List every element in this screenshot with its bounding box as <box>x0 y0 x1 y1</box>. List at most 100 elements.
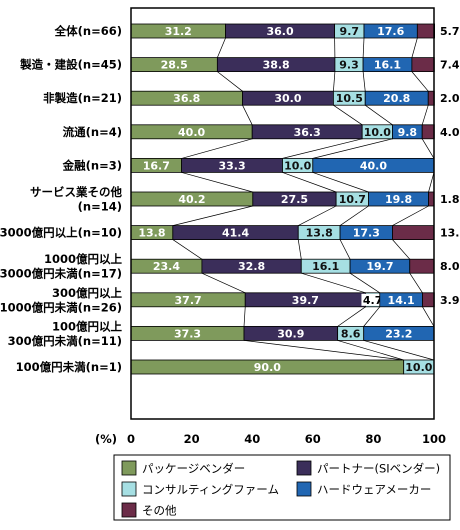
category-label-line: 300億円未満(n=11) <box>8 334 122 348</box>
connector-line <box>312 172 369 193</box>
legend-swatch <box>296 460 312 476</box>
category-labels: 全体(n=66) 製造・建設(n=45) 非製造(n=21) 流通(n=4) 金融(n=… <box>0 24 122 374</box>
data-label: 40.0 <box>178 126 205 139</box>
data-label: 40.0 <box>360 159 387 172</box>
data-label: 13.8 <box>138 227 165 240</box>
connector-line <box>337 340 404 361</box>
x-tick-label: 80 <box>365 432 381 446</box>
data-label: 4.0 <box>440 126 460 139</box>
connector-line <box>392 205 429 226</box>
connector-line <box>282 138 363 159</box>
data-label: 36.0 <box>267 25 294 38</box>
category-label: 製造・建設(n=45) <box>19 58 122 72</box>
category-label-line: 300億円以上 <box>52 286 123 300</box>
connector-line <box>392 239 411 260</box>
data-label: 20.8 <box>383 92 410 105</box>
connector-line <box>298 205 337 226</box>
data-label: 5.7 <box>440 25 460 38</box>
x-tick-label: 40 <box>244 432 260 446</box>
data-label: 36.3 <box>294 126 321 139</box>
data-label: 16.7 <box>143 159 170 172</box>
connector-line <box>301 272 366 294</box>
legend-box <box>113 454 451 521</box>
data-label: 10.7 <box>339 193 366 206</box>
category-label-line: 1000億円未満(n=26) <box>0 300 122 314</box>
legend-swatch <box>296 481 312 497</box>
connector-line <box>411 37 418 58</box>
category-label-line: 100億円以上 <box>52 319 123 333</box>
data-label: 16.1 <box>374 59 401 72</box>
x-tick-label: 20 <box>184 432 200 446</box>
data-label: 16.1 <box>312 260 339 273</box>
data-label: 39.7 <box>292 294 319 307</box>
connector-line <box>282 172 337 193</box>
category-label: 1000億円以上 3000億円未満(n=17) <box>0 252 122 281</box>
data-label: 8.6 <box>341 327 361 340</box>
data-label: 1.8 <box>440 193 460 206</box>
plot-frame <box>130 7 435 420</box>
connector-line <box>428 172 435 193</box>
data-label: 3.9 <box>440 294 460 307</box>
bars-group: 31.2 36.0 9.7 17.6 5.7 28.5 38.8 9.3 16.1 7.4 36.8… <box>130 23 460 375</box>
data-label: 9.8 <box>398 126 418 139</box>
data-label: 19.7 <box>366 260 393 273</box>
data-label: 30.0 <box>274 92 301 105</box>
data-label: 10.0 <box>405 361 432 374</box>
data-label: 33.3 <box>218 159 245 172</box>
connector-lines <box>172 37 435 361</box>
data-label: 17.3 <box>353 227 380 240</box>
data-label: 14.1 <box>388 294 415 307</box>
connector-line <box>411 71 429 92</box>
data-label: 30.9 <box>277 327 304 340</box>
category-label: 非製造(n=21) <box>43 91 122 105</box>
category-label: 全体(n=66) <box>54 24 122 38</box>
connector-line <box>409 273 423 293</box>
data-label: 7.4 <box>440 59 460 72</box>
data-label: 40.2 <box>178 193 205 206</box>
data-label: 4.7 <box>363 294 383 307</box>
legend-swatch <box>121 460 137 476</box>
bar-segment <box>416 23 436 39</box>
data-label: 17.6 <box>377 25 404 38</box>
connector-line <box>181 138 253 159</box>
connector-line <box>217 71 243 92</box>
legend-label: コンサルティングファーム <box>142 483 279 497</box>
connector-line <box>297 239 302 260</box>
connector-line <box>339 205 369 226</box>
x-tick-label: 60 <box>305 432 321 446</box>
connector-line <box>217 37 226 58</box>
connector-line <box>362 71 366 92</box>
bar-segment <box>411 57 435 72</box>
bar-segment <box>428 191 435 207</box>
data-label: 8.0 <box>440 260 460 273</box>
connector-line <box>172 205 253 226</box>
category-label-line: 1000億円以上 <box>44 252 123 266</box>
connector-line <box>337 306 366 327</box>
data-label: 27.5 <box>281 193 308 206</box>
x-tick-label: 100 <box>422 432 446 446</box>
legend-swatch <box>121 502 137 518</box>
data-label: 13.7 <box>440 227 460 240</box>
data-label: 38.8 <box>263 59 290 72</box>
data-label: 31.2 <box>165 25 192 38</box>
data-label: 2.0 <box>440 92 460 105</box>
data-label: 36.8 <box>173 92 200 105</box>
data-label: 9.7 <box>340 25 360 38</box>
category-label-line: 3000億円未満(n=17) <box>0 267 122 281</box>
category-label: 金融(n=3) <box>62 158 122 172</box>
connector-line <box>421 105 429 125</box>
x-unit-label: (%) <box>95 432 117 446</box>
legend-label: その他 <box>142 504 177 518</box>
category-label: 300億円以上 1000億円未満(n=26) <box>0 286 122 315</box>
data-label-bg <box>361 293 384 306</box>
data-label: 90.0 <box>254 361 281 374</box>
connector-line <box>422 306 435 327</box>
connector-line <box>242 105 253 125</box>
connector-line <box>333 104 363 126</box>
category-label: 3000億円以上(n=10) <box>0 226 122 240</box>
category-label-line: (n=14) <box>78 200 122 214</box>
connector-line <box>339 239 351 260</box>
data-label: 37.3 <box>174 327 201 340</box>
bar-segment <box>421 124 435 140</box>
legend-swatch <box>121 481 137 497</box>
